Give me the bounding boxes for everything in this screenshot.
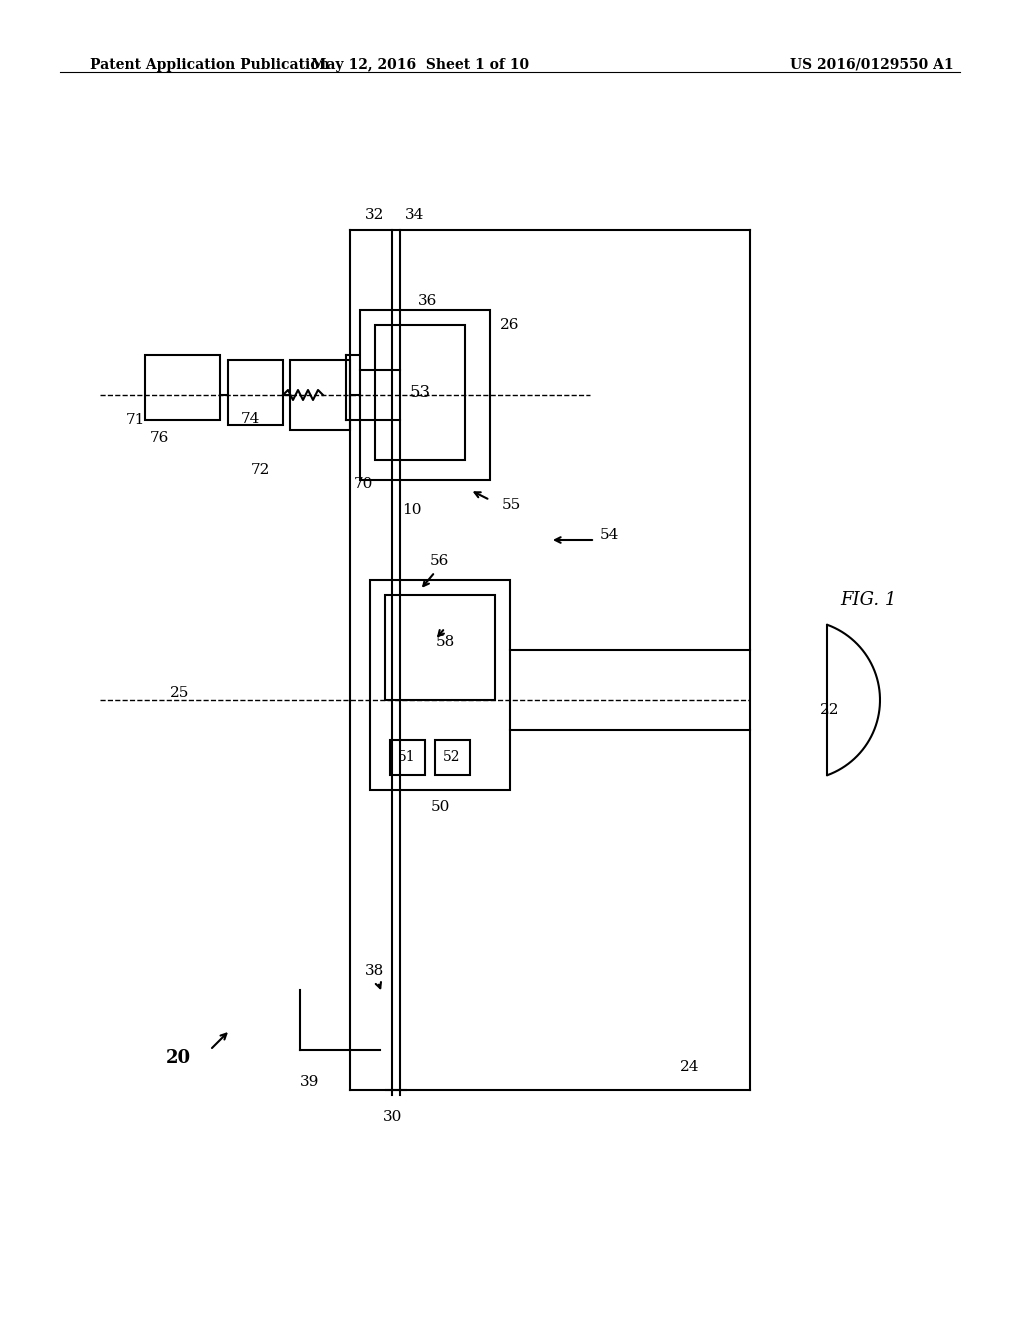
Text: 30: 30 [383, 1110, 402, 1125]
Bar [385, 595, 495, 700]
Text: 70: 70 [353, 477, 373, 491]
Text: US 2016/0129550 A1: US 2016/0129550 A1 [790, 58, 953, 73]
Text: 72: 72 [251, 463, 270, 477]
Text: 51: 51 [398, 750, 416, 764]
Text: 76: 76 [150, 432, 169, 445]
Text: 71: 71 [126, 413, 145, 426]
Text: 22: 22 [820, 704, 840, 717]
Text: 34: 34 [406, 209, 424, 222]
Text: 52: 52 [443, 750, 461, 764]
Text: 74: 74 [241, 412, 260, 426]
Bar [228, 360, 283, 425]
Text: Patent Application Publication: Patent Application Publication [90, 58, 330, 73]
Bar [360, 310, 490, 480]
Bar [375, 325, 465, 459]
Text: 53: 53 [410, 384, 430, 401]
Text: 39: 39 [300, 1074, 319, 1089]
Bar [290, 360, 350, 430]
Bar [390, 741, 425, 775]
Text: 54: 54 [600, 528, 620, 543]
Text: May 12, 2016  Sheet 1 of 10: May 12, 2016 Sheet 1 of 10 [311, 58, 529, 73]
Text: 24: 24 [680, 1060, 699, 1074]
Text: 56: 56 [430, 554, 450, 568]
Bar [370, 579, 510, 789]
Text: 50: 50 [430, 800, 450, 814]
Text: 20: 20 [166, 1049, 190, 1067]
Text: 25: 25 [170, 686, 189, 700]
Text: 38: 38 [365, 964, 384, 978]
Bar [435, 741, 470, 775]
Text: FIG. 1: FIG. 1 [840, 591, 896, 609]
Text: 10: 10 [402, 503, 422, 517]
Bar [145, 355, 220, 420]
Text: 36: 36 [418, 294, 437, 308]
Text: 32: 32 [365, 209, 384, 222]
Text: 58: 58 [435, 635, 455, 649]
Text: 26: 26 [500, 318, 519, 333]
Text: 55: 55 [502, 498, 521, 512]
